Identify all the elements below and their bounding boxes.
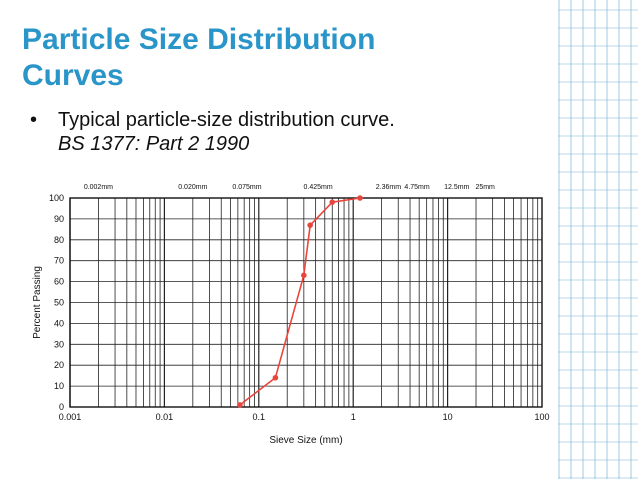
top-sieve-label: 12.5mm <box>444 184 469 191</box>
top-sieve-label: 0.425mm <box>304 184 333 191</box>
y-tick-label: 70 <box>54 256 64 266</box>
y-tick-label: 40 <box>54 318 64 328</box>
y-tick-label: 60 <box>54 277 64 287</box>
title-line-1: Particle Size Distribution <box>22 23 376 56</box>
y-tick-label: 100 <box>49 193 64 203</box>
y-tick-label: 20 <box>54 360 64 370</box>
y-tick-label: 30 <box>54 339 64 349</box>
y-tick-label: 90 <box>54 214 64 224</box>
y-tick-label: 50 <box>54 298 64 308</box>
bullet-list: • Typical particle-size distribution cur… <box>30 108 550 156</box>
data-point <box>237 402 243 408</box>
title-line-2: Curves <box>22 59 124 92</box>
top-sieve-labels: 0.002mm 0.020mm 0.075mm 0.425mm 2.36mm 4.75mm… <box>84 184 495 191</box>
chart-grid <box>69 197 542 408</box>
top-sieve-label: 0.002mm <box>84 184 113 191</box>
data-point <box>307 222 313 228</box>
x-tick-label: 0.1 <box>253 412 266 422</box>
y-axis-ticks: 0 10 20 30 40 50 60 70 80 90 100 <box>49 193 64 412</box>
series-line <box>239 197 361 406</box>
x-tick-label: 0.001 <box>59 412 82 422</box>
top-sieve-label: 2.36mm <box>376 184 401 191</box>
top-sieve-label: 0.075mm <box>232 184 261 191</box>
y-tick-label: 80 <box>54 235 64 245</box>
x-axis-label: Sieve Size (mm) <box>269 435 342 446</box>
bullet-dot-icon: • <box>30 109 38 131</box>
slide-title: Particle Size Distribution Curves <box>22 22 542 94</box>
data-point <box>272 374 279 381</box>
x-tick-label: 100 <box>534 412 549 422</box>
bullet-subtext: BS 1377: Part 2 1990 <box>58 133 250 155</box>
data-point <box>301 272 307 279</box>
y-tick-label: 10 <box>54 381 64 391</box>
x-tick-label: 1 <box>351 412 356 422</box>
decorative-grid-border <box>558 0 638 479</box>
bullet-item: • Typical particle-size distribution cur… <box>30 108 550 132</box>
y-axis-label: Percent Passing <box>32 266 43 339</box>
data-series <box>237 195 363 408</box>
x-tick-label: 10 <box>443 412 453 422</box>
x-axis-ticks: 0.001 0.01 0.1 1 10 100 <box>59 412 550 422</box>
data-point <box>329 199 336 205</box>
plot-border <box>69 197 543 408</box>
data-point <box>357 195 363 201</box>
top-sieve-label: 0.020mm <box>178 184 207 191</box>
top-sieve-label: 25mm <box>475 184 495 191</box>
x-tick-label: 0.01 <box>156 412 174 422</box>
bullet-text: Typical particle-size distribution curve… <box>58 109 395 131</box>
chart-frame <box>69 197 543 408</box>
grading-curve-chart: 0.001 0.01 0.1 1 10 100 0 10 20 30 40 50 60 70 80 90 10… <box>32 184 550 446</box>
y-tick-label: 0 <box>59 402 64 412</box>
top-sieve-label: 4.75mm <box>404 184 429 191</box>
